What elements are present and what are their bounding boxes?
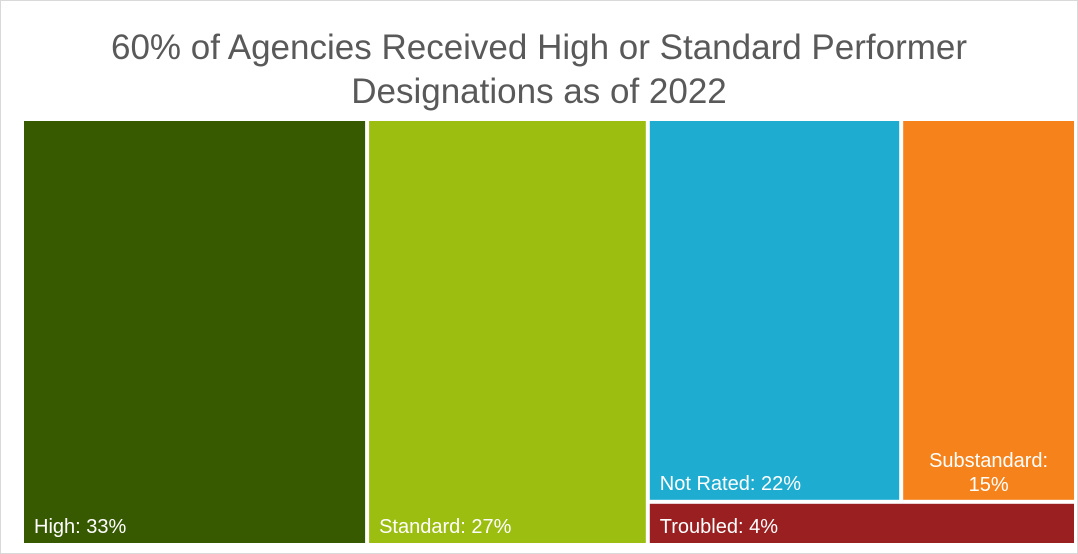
treemap-label-high: High: 33%: [34, 516, 126, 538]
treemap-label-troubled: Troubled: 4%: [660, 516, 778, 538]
treemap-rect-standard: [369, 121, 646, 543]
treemap-label-substandard: Substandard: 15%: [929, 450, 1048, 496]
treemap-rect-troubled: [649, 503, 1074, 543]
treemap-label-line: Substandard:: [929, 450, 1048, 472]
treemap-rect-high: [24, 121, 366, 543]
treemap-tile-troubled: Troubled: 4%: [649, 503, 1074, 543]
treemap-tile-standard: Standard: 27%: [369, 121, 646, 543]
treemap-tile-substandard: Substandard: 15%: [903, 121, 1074, 500]
treemap-label-standard: Standard: 27%: [379, 516, 512, 538]
chart-title-line-1: 60% of Agencies Received High or Standar…: [110, 28, 967, 67]
chart-title: 60% of Agencies Received High or Standar…: [0, 26, 1078, 114]
treemap-tile-not-rated: Not Rated: 22%: [649, 121, 900, 500]
chart-title-line-2: Designations as of 2022: [351, 72, 727, 111]
treemap-label-not-rated: Not Rated: 22%: [660, 473, 801, 495]
treemap-label-line: 15%: [969, 474, 1009, 496]
treemap-tile-high: High: 33%: [24, 121, 366, 543]
treemap-rect-not-rated: [649, 121, 900, 500]
treemap-rect-substandard: [903, 121, 1074, 500]
